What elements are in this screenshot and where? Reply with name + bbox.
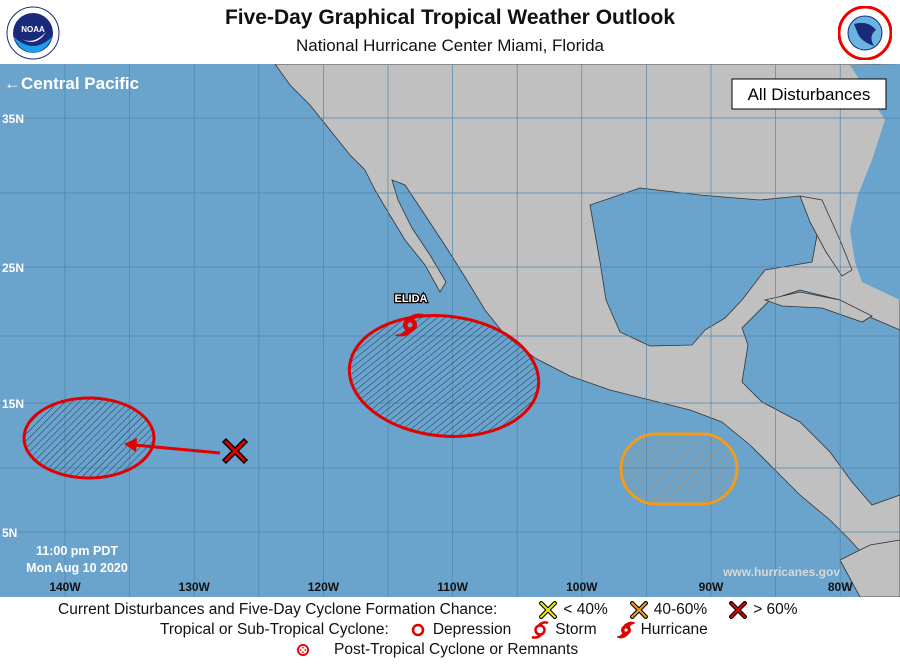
longitude-label: 80W [828,580,853,594]
high-chance-x-icon [729,601,748,619]
land [274,64,900,597]
latitude-label: 35N [2,112,24,126]
post-tropical-icon [297,644,309,656]
longitude-label: 110W [437,580,468,594]
legend-depression: Depression [432,621,512,638]
disturbance-areas: ELIDA [22,292,739,506]
low-chance-x-icon [539,601,558,619]
outlook-map: ELIDA 35N 25N 15N 5N 140W 130W 120W 110W 100W 90… [0,64,900,597]
timestamp-date: Mon Aug 10 2020 [26,561,128,575]
header: NOAA Five-Day Graphical Tropical Weather… [0,0,900,64]
nws-logo [838,6,892,60]
longitude-label: 130W [179,580,211,594]
page-subtitle: National Hurricane Center Miami, Florida [295,36,604,55]
depression-icon [411,623,425,637]
legend-cyclone-label: Tropical or Sub-Tropical Cyclone: [160,621,389,638]
storm-label: ELIDA [395,293,428,305]
latitude-label: 25N [2,261,24,275]
longitude-label: 100W [566,580,598,594]
svg-text:All Disturbances[interactable]: All Disturbances [748,85,871,104]
track-arrow [133,443,221,455]
longitude-label: 140W [49,580,81,594]
longitude-label: 90W [699,580,724,594]
storm-icon [531,621,549,639]
noaa-logo: NOAA [6,6,60,60]
medium-chance-x-icon [629,601,648,619]
disturbance-area-high-elida[interactable] [343,306,545,445]
timestamp-time: 11:00 pm PDT [36,544,118,558]
grid-lines [0,64,900,597]
legend-low: < 40% [563,601,608,618]
legend-post-tropical: Post-Tropical Cyclone or Remnants [334,641,579,658]
latitude-label: 5N [2,526,17,540]
high-chance-x-icon[interactable] [221,437,249,465]
disturbance-area-medium[interactable] [619,432,739,506]
website-watermark: www.hurricanes.gov [722,565,840,579]
arrowhead-icon [124,438,137,452]
hurricane-icon [616,621,635,639]
longitude-label: 120W [308,580,340,594]
legend-medium: 40-60% [653,601,708,618]
hurricane-icon[interactable] [394,313,426,337]
legend-storm: Storm [555,621,597,638]
legend-high: > 60% [753,601,798,618]
legend-hurricane: Hurricane [640,621,708,638]
disturbance-area-high-west[interactable] [22,396,156,480]
legend-formation-label: Current Disturbances and Five-Day Cyclon… [58,601,498,618]
svg-text:NOAA: NOAA [21,25,45,34]
page-title: Five-Day Graphical Tropical Weather Outl… [224,6,676,29]
all-disturbances-button[interactable]: All Disturbances [731,78,887,110]
central-pacific-link[interactable]: ←Central Pacific [4,74,139,93]
latitude-label: 15N [2,397,24,411]
